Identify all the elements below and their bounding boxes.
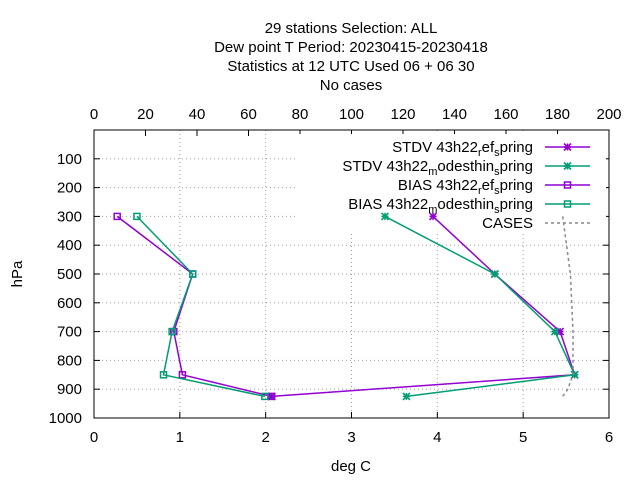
legend-label: CASES [482, 215, 533, 232]
x2-tick-label: 0 [90, 106, 98, 123]
legend-label-part: odesthin [437, 196, 494, 213]
x2-tick-label: 20 [137, 106, 154, 123]
x2-tick-label: 80 [292, 106, 309, 123]
x2-tick-label: 200 [596, 106, 621, 123]
legend-label-part: BIAS 43h22 [398, 177, 478, 194]
title-line-4: No cases [320, 77, 383, 94]
legend-label-part: pring [500, 196, 533, 213]
x2-tick-label: 140 [442, 106, 467, 123]
x2-tick-label: 160 [493, 106, 518, 123]
x2-tick-label: 120 [390, 106, 415, 123]
y-tick-label: 1000 [49, 410, 82, 427]
y-tick-label: 900 [57, 381, 82, 398]
series-0 [268, 213, 578, 400]
x2-tick-label: 60 [240, 106, 257, 123]
x2-axis-ticks: 0 20 40 60 80 100 120 140 160 180 200 [90, 106, 622, 136]
x2-tick-label: 100 [339, 106, 364, 123]
x-tick-label: 5 [519, 429, 527, 446]
y-tick-label: 400 [57, 237, 82, 254]
legend-label-part: ef [482, 139, 495, 156]
y-axis-label: hPa [9, 260, 26, 287]
y-tick-label: 100 [57, 151, 82, 168]
series-line [137, 216, 265, 396]
legend-label-part: pring [500, 158, 533, 175]
series-line [385, 216, 575, 396]
y-tick-label: 200 [57, 180, 82, 197]
legend-label-part: pring [500, 139, 533, 156]
x-tick-label: 0 [90, 429, 98, 446]
x-tick-label: 1 [176, 429, 184, 446]
series-2 [114, 213, 274, 399]
legend-label-part: STDV 43h22 [342, 158, 428, 175]
series-3 [134, 213, 268, 399]
title-line-3: Statistics at 12 UTC Used 06 + 06 30 [227, 58, 474, 75]
chart-title: 29 stations Selection: ALL Dew point T P… [214, 20, 488, 94]
x-tick-label: 3 [347, 429, 355, 446]
legend-label-part: pring [500, 177, 533, 194]
legend-label-part: odesthin [437, 158, 494, 175]
title-line-2: Dew point T Period: 20230415-20230418 [214, 39, 488, 56]
x-axis-label: deg C [331, 458, 371, 475]
y-tick-label: 300 [57, 208, 82, 225]
x-axis-ticks: 0 1 2 3 4 5 6 [90, 412, 613, 446]
x-tick-label: 4 [433, 429, 441, 446]
x2-tick-label: 180 [545, 106, 570, 123]
legend-label-part: CASES [482, 215, 533, 232]
legend-label-part: STDV 43h22 [392, 139, 478, 156]
legend-label-part: BIAS 43h22 [348, 196, 428, 213]
y-tick-label: 600 [57, 295, 82, 312]
series-line [117, 216, 272, 396]
y-tick-label: 700 [57, 324, 82, 341]
y-tick-label: 800 [57, 352, 82, 369]
legend-label-part: ef [482, 177, 495, 194]
series-1 [381, 213, 578, 400]
x2-tick-label: 40 [189, 106, 206, 123]
legend-label-part: m [428, 204, 437, 216]
series-group [114, 213, 578, 400]
title-line-1: 29 stations Selection: ALL [265, 20, 438, 37]
x-tick-label: 2 [261, 429, 269, 446]
y-tick-label: 500 [57, 266, 82, 283]
x-tick-label: 6 [605, 429, 613, 446]
